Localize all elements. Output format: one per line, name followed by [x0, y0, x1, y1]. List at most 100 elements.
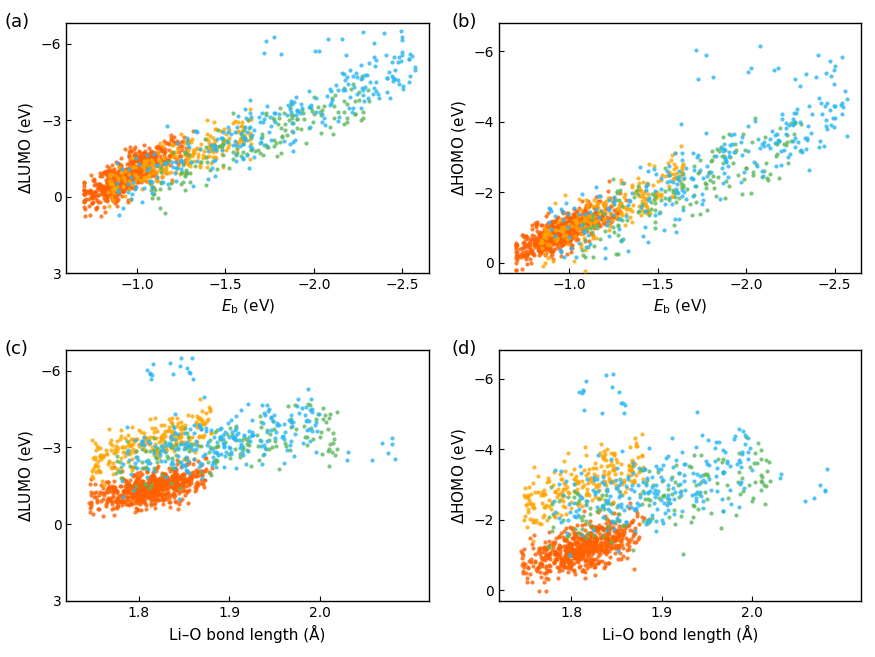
- Point: [158, 164, 172, 174]
- Point: [516, 544, 530, 555]
- Point: [780, 129, 794, 140]
- Point: [200, 142, 214, 152]
- Point: [529, 566, 543, 577]
- Point: [125, 179, 139, 189]
- Point: [571, 210, 585, 220]
- Point: [125, 161, 139, 171]
- Point: [109, 503, 123, 513]
- Point: [663, 498, 677, 509]
- Point: [581, 534, 595, 545]
- Point: [593, 196, 607, 206]
- Point: [607, 227, 621, 237]
- Point: [685, 489, 699, 500]
- Point: [203, 145, 217, 156]
- Point: [368, 77, 382, 87]
- Point: [144, 486, 158, 497]
- Point: [538, 552, 552, 562]
- Point: [139, 158, 153, 168]
- Point: [152, 483, 166, 493]
- Point: [180, 168, 194, 179]
- Point: [602, 475, 616, 486]
- Point: [132, 147, 146, 158]
- Point: [243, 114, 257, 125]
- Point: [130, 162, 144, 172]
- Point: [666, 174, 680, 185]
- Point: [595, 532, 609, 542]
- Point: [606, 211, 620, 221]
- Point: [179, 143, 193, 154]
- Point: [191, 156, 205, 166]
- Point: [795, 147, 809, 157]
- Point: [700, 468, 714, 479]
- Point: [228, 135, 242, 146]
- Point: [573, 546, 587, 556]
- Point: [564, 545, 578, 556]
- Point: [125, 189, 139, 200]
- Point: [123, 149, 136, 160]
- Point: [536, 261, 550, 271]
- Point: [154, 163, 168, 173]
- Point: [685, 173, 699, 184]
- Point: [717, 168, 731, 178]
- Point: [540, 244, 554, 254]
- Point: [540, 232, 554, 242]
- Point: [580, 487, 594, 498]
- Point: [230, 139, 244, 149]
- Point: [140, 150, 154, 160]
- Point: [120, 177, 134, 188]
- Point: [101, 176, 115, 187]
- Point: [563, 551, 577, 561]
- Point: [203, 403, 217, 414]
- Point: [124, 462, 138, 472]
- Point: [167, 487, 181, 497]
- Point: [567, 474, 581, 484]
- Point: [186, 411, 200, 421]
- Point: [675, 191, 689, 201]
- Point: [284, 110, 298, 121]
- Point: [579, 536, 593, 547]
- Point: [116, 181, 130, 191]
- Point: [160, 158, 174, 169]
- Point: [150, 484, 164, 495]
- Point: [156, 472, 170, 483]
- Point: [707, 183, 721, 194]
- Point: [276, 430, 290, 441]
- Point: [121, 171, 135, 181]
- Point: [635, 189, 649, 200]
- Point: [556, 491, 570, 501]
- Point: [725, 139, 739, 150]
- Point: [88, 459, 102, 469]
- Point: [584, 522, 598, 533]
- Point: [150, 143, 164, 154]
- Point: [639, 494, 653, 505]
- Point: [654, 184, 668, 194]
- Point: [738, 145, 752, 155]
- Point: [653, 207, 667, 217]
- Point: [201, 134, 215, 145]
- Point: [591, 197, 605, 208]
- Point: [214, 434, 228, 445]
- Point: [657, 225, 671, 236]
- Point: [582, 519, 596, 530]
- Point: [146, 482, 160, 492]
- Point: [672, 193, 686, 203]
- Point: [675, 185, 689, 195]
- Point: [808, 493, 822, 503]
- Point: [206, 147, 220, 157]
- Point: [148, 170, 162, 181]
- Point: [139, 487, 153, 498]
- Point: [339, 75, 353, 85]
- Point: [662, 511, 676, 522]
- Point: [565, 219, 579, 230]
- Point: [260, 101, 274, 112]
- Point: [537, 248, 551, 259]
- Point: [594, 492, 608, 503]
- Point: [624, 484, 638, 495]
- Point: [133, 173, 147, 183]
- Point: [173, 480, 187, 490]
- Point: [136, 480, 150, 491]
- Point: [607, 517, 621, 528]
- Point: [117, 486, 131, 497]
- Point: [599, 525, 613, 535]
- Point: [146, 189, 160, 199]
